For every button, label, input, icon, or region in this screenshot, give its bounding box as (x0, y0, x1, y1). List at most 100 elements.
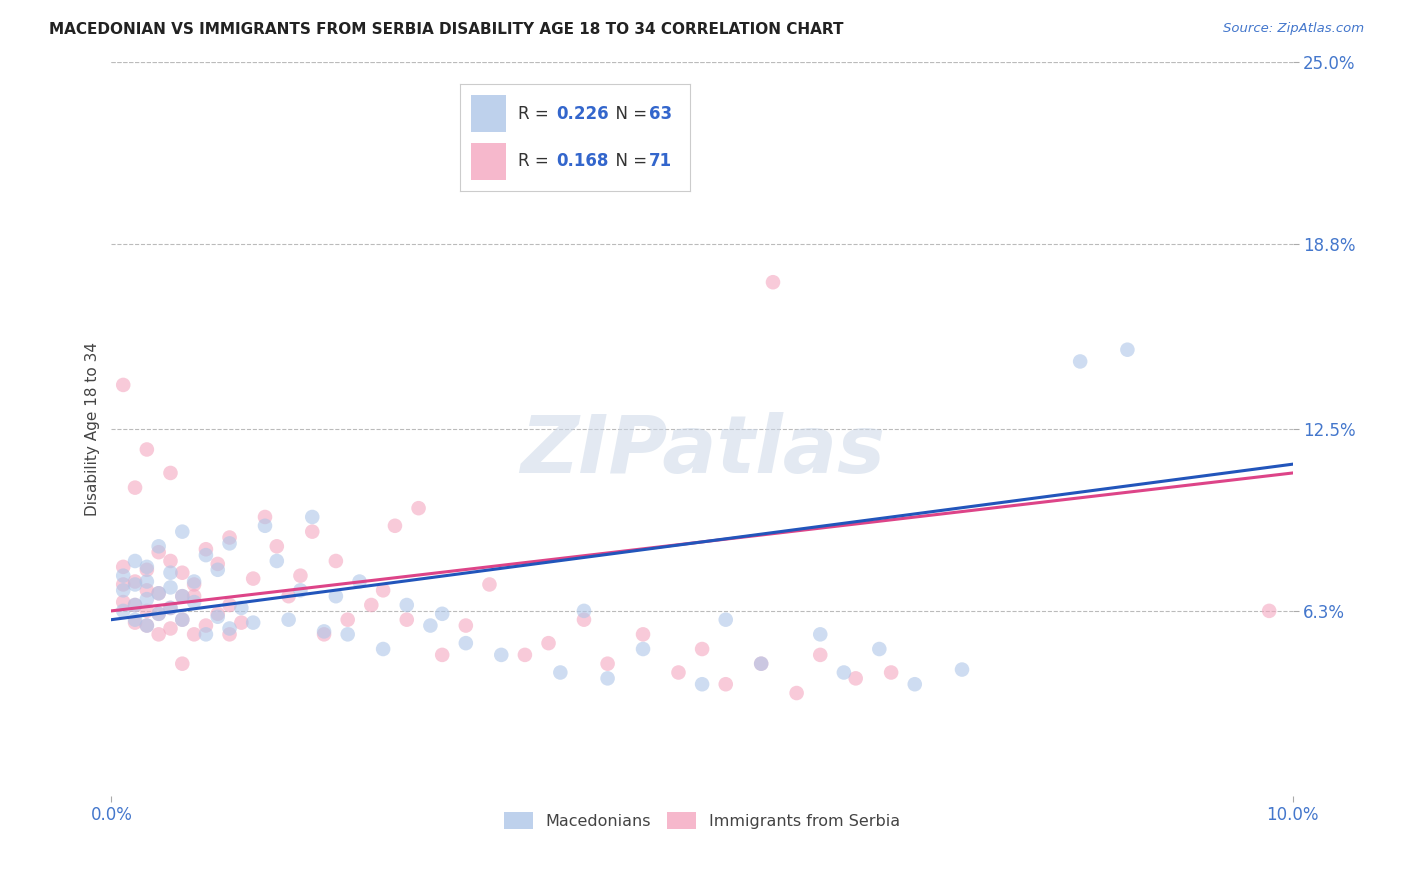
Point (1258, 604, 1281, 618)
Point (124, 615, 146, 630)
Point (266, 539, 288, 553)
Point (572, 613, 595, 627)
Point (183, 627, 205, 641)
Point (454, 618, 477, 632)
Point (868, 642, 890, 657)
Point (384, 518, 406, 533)
Point (207, 557, 229, 571)
Point (491, 648, 513, 662)
Point (159, 601, 181, 615)
Point (290, 583, 312, 598)
Point (572, 604, 595, 618)
Point (432, 648, 454, 662)
Point (112, 595, 135, 609)
Point (336, 613, 359, 627)
Point (194, 618, 217, 632)
Point (172, 613, 194, 627)
Point (242, 615, 264, 630)
Point (135, 563, 157, 577)
Point (714, 677, 737, 691)
Point (172, 613, 194, 627)
Text: ZIPatlas: ZIPatlas (520, 412, 884, 490)
Point (124, 554, 146, 568)
Point (112, 559, 135, 574)
Point (1116, 343, 1139, 357)
Point (845, 671, 868, 685)
Point (124, 613, 146, 627)
Legend: Macedonians, Immigrants from Serbia: Macedonians, Immigrants from Serbia (498, 806, 907, 836)
Point (312, 624, 335, 639)
Point (148, 586, 170, 600)
Point (148, 539, 170, 553)
Point (714, 613, 737, 627)
Point (218, 622, 240, 636)
Point (135, 618, 157, 632)
Point (124, 598, 146, 612)
Point (832, 665, 855, 680)
Point (371, 642, 394, 657)
Point (690, 642, 713, 657)
Point (218, 531, 240, 545)
Point (159, 581, 181, 595)
Point (135, 583, 157, 598)
Point (880, 665, 903, 680)
Point (336, 627, 359, 641)
Point (808, 648, 831, 662)
Point (325, 554, 347, 568)
Point (762, 275, 785, 289)
Point (124, 577, 146, 591)
Point (668, 665, 690, 680)
Point (253, 518, 276, 533)
Point (135, 592, 157, 607)
Point (596, 671, 619, 685)
Point (135, 574, 157, 589)
Text: Source: ZipAtlas.com: Source: ZipAtlas.com (1223, 22, 1364, 36)
Point (596, 657, 619, 671)
Point (513, 648, 536, 662)
Point (690, 677, 713, 691)
Point (749, 657, 772, 671)
Point (266, 554, 288, 568)
Point (148, 607, 170, 621)
Point (172, 566, 194, 580)
Point (148, 586, 170, 600)
Point (231, 615, 253, 630)
Point (183, 595, 205, 609)
Point (148, 607, 170, 621)
Point (301, 510, 323, 524)
Point (172, 589, 194, 603)
Point (172, 524, 194, 539)
Point (112, 378, 135, 392)
Point (808, 627, 831, 641)
Point (950, 663, 973, 677)
Point (159, 554, 181, 568)
Point (537, 636, 560, 650)
Point (172, 589, 194, 603)
Point (290, 568, 312, 582)
Point (454, 636, 477, 650)
Point (159, 466, 181, 480)
Point (124, 598, 146, 612)
Point (207, 607, 229, 621)
Point (218, 536, 240, 550)
Point (218, 598, 240, 612)
Point (183, 574, 205, 589)
Point (360, 598, 382, 612)
Point (526, 158, 548, 172)
Point (301, 524, 323, 539)
Point (1069, 354, 1091, 368)
Point (550, 665, 572, 680)
Point (312, 627, 335, 641)
Point (408, 501, 430, 516)
Point (135, 442, 157, 457)
Point (159, 566, 181, 580)
Point (194, 548, 217, 562)
Point (135, 559, 157, 574)
Point (478, 577, 501, 591)
Point (112, 583, 135, 598)
Point (349, 574, 371, 589)
Point (242, 572, 264, 586)
Point (786, 686, 808, 700)
Point (904, 677, 927, 691)
Point (183, 589, 205, 603)
